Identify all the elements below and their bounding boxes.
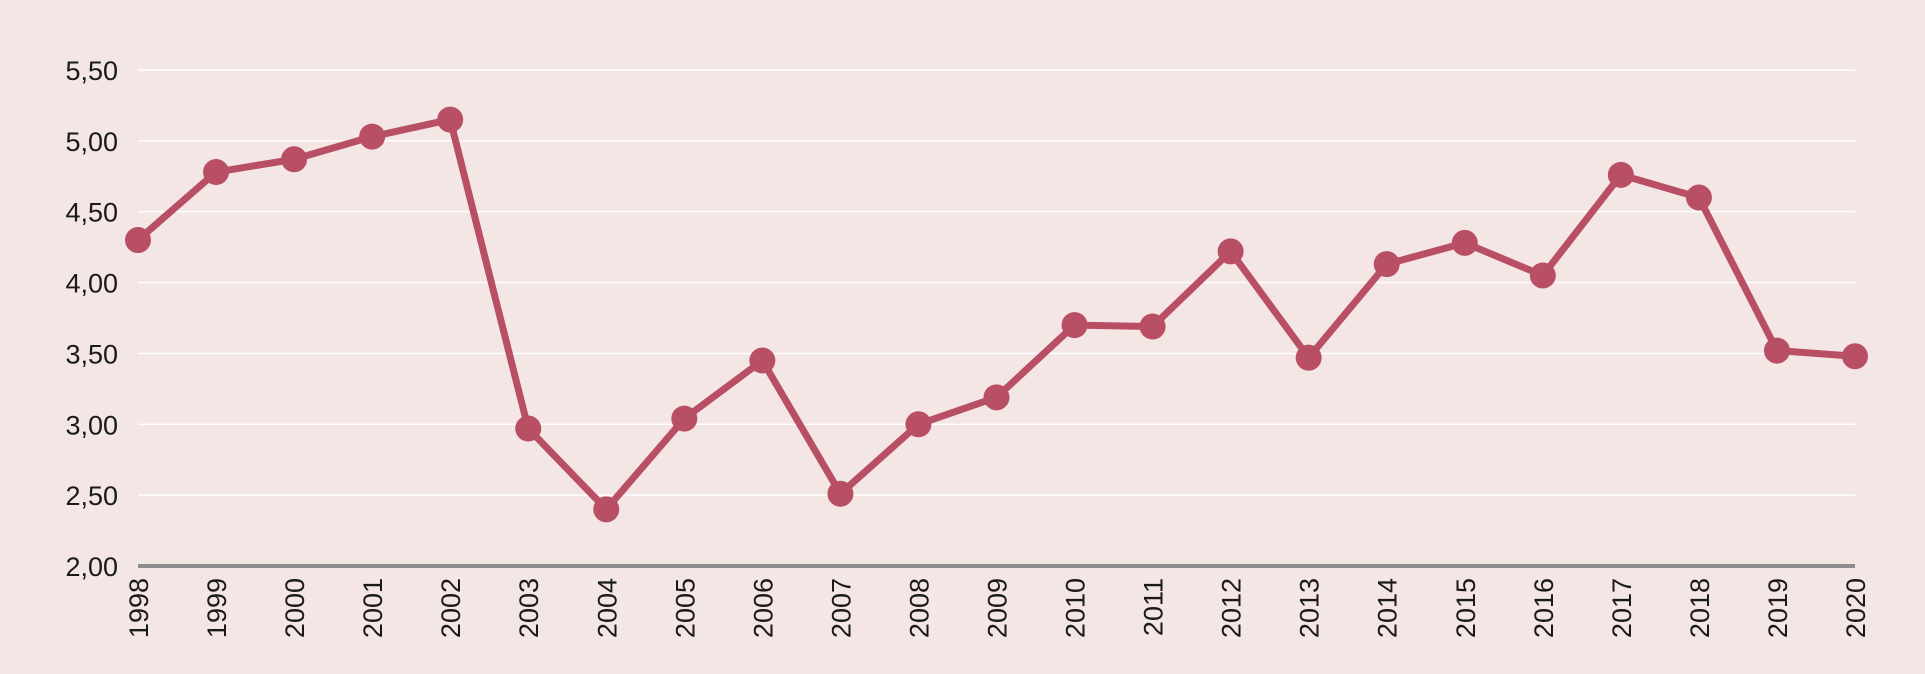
x-tick-label: 2016 [1529,578,1559,638]
data-point [1763,337,1790,364]
data-point [905,411,932,438]
x-tick-label: 2003 [514,578,544,638]
data-point [1842,343,1868,370]
y-tick-label: 5,00 [65,127,118,157]
y-tick-label: 3,50 [65,339,118,369]
y-tick-label: 2,50 [65,481,118,511]
x-tick-label: 2012 [1217,578,1247,638]
x-tick-label: 2015 [1451,578,1481,638]
data-point [1451,229,1478,256]
x-tick-label: 2005 [670,578,700,638]
data-point [1607,161,1634,188]
data-point [1685,184,1712,211]
x-tick-label: 2009 [983,578,1013,638]
data-point [125,227,151,254]
data-point [1061,312,1088,339]
y-tick-label: 4,00 [65,269,118,299]
data-point [203,159,230,186]
x-tick-label: 1999 [202,578,232,638]
data-point [437,106,464,133]
series-layer [125,106,1868,523]
y-tick-label: 4,50 [65,198,118,228]
y-tick-label: 2,00 [65,552,118,582]
x-axis: 1998 1999 2000 2001 2002 2003 2004 2005 2006 2007… [124,564,1871,638]
data-point [827,480,854,507]
x-tick-label: 2017 [1607,578,1637,638]
x-tick-label: 2013 [1295,578,1325,638]
x-tick-label: 2001 [358,578,388,638]
x-tick-label: 2000 [280,578,310,638]
data-point [359,123,386,150]
x-tick-label: 2008 [904,578,934,638]
x-tick-label: 2019 [1763,578,1793,638]
x-tick-label: 2020 [1841,578,1871,638]
x-tick-label: 2014 [1373,578,1403,638]
x-tick-label: 2010 [1061,578,1091,638]
series-line [134,116,1859,513]
data-point [1529,262,1556,289]
x-tick-label: 2002 [436,578,466,638]
y-axis: 2,00 2,50 3,00 3,50 4,00 4,50 5,00 5,50 [65,56,118,582]
y-tick-label: 5,50 [65,56,118,86]
data-point [1373,251,1400,278]
x-tick-label: 2011 [1139,578,1169,636]
x-tick-label: 1998 [124,578,154,638]
data-point [983,384,1010,411]
data-point [671,405,698,432]
x-tick-label: 2007 [826,578,856,638]
data-point [593,496,620,523]
y-tick-label: 3,00 [65,410,118,440]
data-point [281,146,308,173]
x-tick-label: 2006 [748,578,778,638]
data-point [515,415,542,442]
data-point [1139,313,1166,340]
grid-layer [138,69,1855,496]
x-tick-label: 2018 [1685,578,1715,638]
data-point [749,347,776,374]
x-tick-label: 2004 [592,578,622,638]
data-point [1217,238,1244,265]
data-point [1295,344,1322,371]
